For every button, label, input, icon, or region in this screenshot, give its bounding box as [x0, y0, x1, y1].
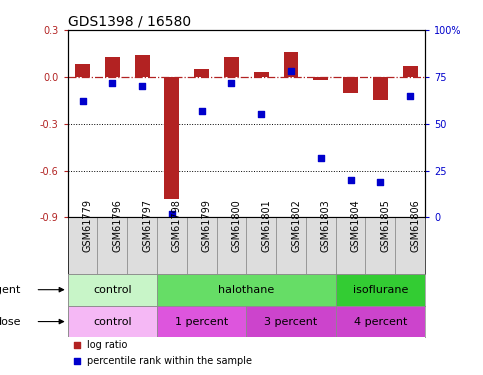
Bar: [187, 217, 216, 274]
Bar: [246, 306, 336, 338]
Text: log ratio: log ratio: [87, 340, 128, 350]
Bar: [313, 77, 328, 80]
Point: [108, 80, 116, 86]
Text: halothane: halothane: [218, 285, 274, 295]
Text: GSM61806: GSM61806: [410, 200, 420, 252]
Bar: [105, 57, 120, 77]
Bar: [366, 217, 395, 274]
Bar: [68, 217, 98, 274]
Text: GSM61779: GSM61779: [83, 200, 93, 252]
Point: [138, 83, 146, 89]
Bar: [135, 55, 150, 77]
Text: GSM61804: GSM61804: [351, 200, 361, 252]
Bar: [194, 69, 209, 77]
Bar: [68, 306, 157, 338]
Bar: [306, 217, 336, 274]
Point: [198, 108, 206, 114]
Bar: [157, 306, 246, 338]
Text: isoflurane: isoflurane: [353, 285, 408, 295]
Text: GSM61805: GSM61805: [381, 200, 390, 252]
Bar: [284, 52, 298, 77]
Bar: [157, 217, 187, 274]
Bar: [68, 274, 157, 306]
Text: GSM61802: GSM61802: [291, 200, 301, 252]
Text: GSM61796: GSM61796: [112, 200, 122, 252]
Text: GSM61799: GSM61799: [202, 200, 212, 252]
Bar: [336, 306, 425, 338]
Text: GSM61800: GSM61800: [231, 200, 242, 252]
Text: GDS1398 / 16580: GDS1398 / 16580: [68, 15, 191, 29]
Text: GSM61803: GSM61803: [321, 200, 331, 252]
Point: [377, 179, 384, 185]
Text: dose: dose: [0, 316, 21, 327]
Text: 1 percent: 1 percent: [175, 316, 228, 327]
Point: [73, 342, 81, 348]
Bar: [216, 217, 246, 274]
Point: [257, 111, 265, 117]
Bar: [246, 217, 276, 274]
Point: [347, 177, 355, 183]
Bar: [157, 274, 336, 306]
Bar: [395, 217, 425, 274]
Point: [79, 98, 86, 104]
Text: GSM61798: GSM61798: [172, 200, 182, 252]
Text: control: control: [93, 316, 131, 327]
Text: control: control: [93, 285, 131, 295]
Bar: [336, 217, 366, 274]
Text: GSM61801: GSM61801: [261, 200, 271, 252]
Bar: [98, 217, 127, 274]
Point: [287, 68, 295, 74]
Bar: [373, 77, 388, 101]
Bar: [254, 72, 269, 77]
Point: [317, 154, 325, 160]
Bar: [127, 217, 157, 274]
Point: [406, 93, 414, 99]
Text: agent: agent: [0, 285, 21, 295]
Point: [227, 80, 235, 86]
Bar: [336, 274, 425, 306]
Bar: [164, 77, 179, 199]
Bar: [75, 64, 90, 77]
Point: [168, 211, 176, 217]
Text: 4 percent: 4 percent: [354, 316, 407, 327]
Text: GSM61797: GSM61797: [142, 200, 152, 252]
Text: 3 percent: 3 percent: [264, 316, 318, 327]
Bar: [224, 57, 239, 77]
Bar: [343, 77, 358, 93]
Text: percentile rank within the sample: percentile rank within the sample: [87, 357, 252, 366]
Bar: [403, 66, 418, 77]
Bar: [276, 217, 306, 274]
Point: [73, 358, 81, 364]
